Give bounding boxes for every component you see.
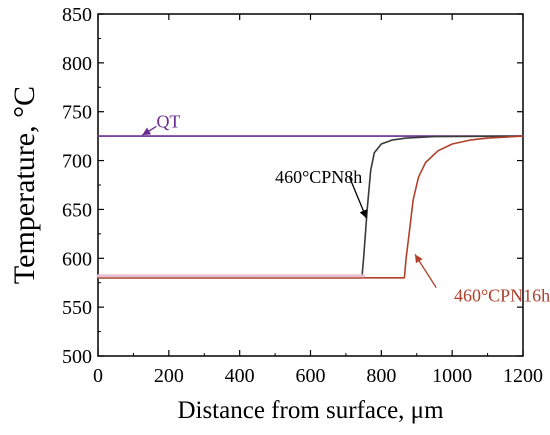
series-layer: [96, 135, 524, 279]
x-tick-label: 800: [366, 365, 396, 387]
y-tick-label: 850: [62, 4, 92, 26]
y-axis-ticks: 500 550 600 650 700 750 800 850: [62, 4, 523, 368]
y-tick-label: 650: [62, 199, 92, 221]
y-tick-label: 550: [62, 297, 92, 319]
y-tick-label: 800: [62, 53, 92, 75]
y-tick-label: 700: [62, 151, 92, 173]
x-tick-label: 1000: [432, 365, 472, 387]
y-tick-label: 600: [62, 248, 92, 270]
x-tick-label: 0: [93, 365, 103, 387]
annotation-arrowhead: [142, 127, 152, 136]
annotation-arrowhead: [414, 254, 423, 264]
x-tick-label: 400: [225, 365, 255, 387]
annotation-label: QT: [156, 111, 180, 131]
series-line-460-cpn16h: [97, 135, 524, 279]
x-axis-ticks: 0 200 400 600 800 1000 1200: [93, 14, 543, 387]
x-tick-label: 1200: [503, 365, 543, 387]
x-axis-title: Distance from surface, μm: [177, 397, 444, 424]
series-line-460-cpn8h: [97, 135, 524, 279]
y-axis-title: Temperature, °C: [8, 86, 41, 284]
annotation-label: 460°CPN16h: [454, 285, 550, 305]
annotation-arrowhead: [359, 209, 368, 219]
annotation-layer: QT 460°CPN8h 460°CPN16h: [141, 111, 550, 305]
x-tick-label: 200: [154, 365, 184, 387]
annotation-label: 460°CPN8h: [275, 167, 362, 187]
x-tick-label: 600: [296, 365, 326, 387]
y-tick-label: 500: [62, 346, 92, 368]
y-tick-label: 750: [62, 102, 92, 124]
